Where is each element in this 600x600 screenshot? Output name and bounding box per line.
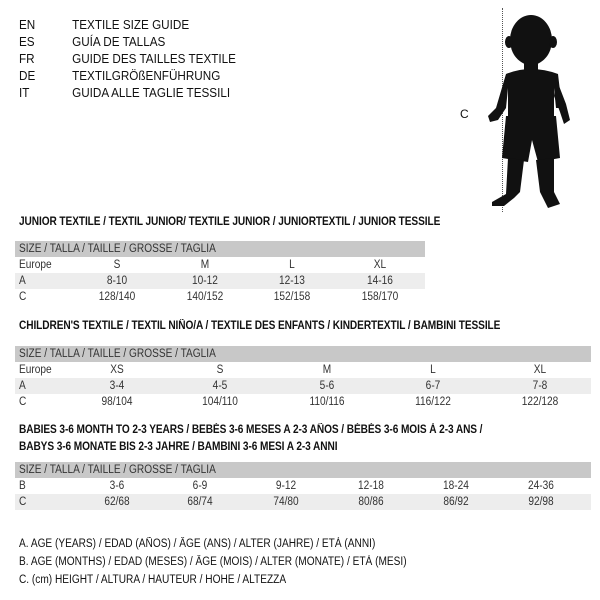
table-row: Europe XS S M L XL	[15, 362, 591, 378]
table-cell: 92/98	[528, 496, 554, 508]
height-label: C	[460, 107, 469, 121]
language-title: TEXTILGRÖßENFÜHRUNG	[72, 68, 221, 83]
table-header: SIZE / TALLA / TAILLE / GRÖSSE / TAGLIA	[15, 462, 591, 478]
table-cell: 10-12	[192, 275, 218, 287]
table-cell: 86/92	[443, 496, 469, 508]
table-cell: 9-12	[275, 480, 297, 492]
table-cell: 80/86	[358, 496, 384, 508]
table-cell: 8-10	[106, 275, 128, 287]
table-cell: 12-18	[358, 480, 384, 492]
row-label: C	[19, 291, 27, 303]
language-code: FR	[19, 51, 35, 66]
table-row: Europe S M L XL	[15, 257, 425, 273]
table-cell: 128/140	[98, 291, 136, 303]
language-row-de: DE TEXTILGRÖßENFÜHRUNG	[19, 67, 220, 84]
section-title-children: CHILDREN'S TEXTILE / TEXTIL NIÑO/A / TEX…	[19, 320, 501, 332]
language-row-fr: FR GUIDE DES TAILLES TEXTILE	[19, 50, 236, 67]
section-title-babies-line2: BABYS 3-6 MONATE BIS 2-3 JAHRE / BAMBINI…	[19, 441, 338, 453]
table-cell: XL	[533, 364, 547, 376]
table-cell: XS	[110, 364, 124, 376]
row-label: Europe	[19, 259, 52, 271]
child-silhouette-icon	[488, 15, 570, 208]
table-row: C 62/68 68/74 74/80 80/86 86/92 92/98	[15, 494, 591, 510]
row-label: B	[19, 480, 26, 492]
table-row: B 3-6 6-9 9-12 12-18 18-24 24-36	[15, 478, 591, 494]
language-title: GUIDE DES TAILLES TEXTILE	[72, 51, 236, 66]
table-cell: 4-5	[212, 380, 228, 392]
legend-c: C. (cm) HEIGHT / ALTURA / HAUTEUR / HÖHE…	[19, 574, 287, 586]
table-cell: 158/170	[361, 291, 399, 303]
table-cell: 122/128	[521, 396, 559, 408]
table-cell: 68/74	[187, 496, 213, 508]
language-row-es: ES GUÍA DE TALLAS	[19, 33, 165, 50]
table-cell: S	[216, 364, 224, 376]
legend-b: B. AGE (MONTHS) / EDAD (MESES) / ÂGE (MO…	[19, 556, 407, 568]
table-cell: L	[430, 364, 436, 376]
table-cell: 74/80	[273, 496, 299, 508]
table-header-label: SIZE / TALLA / TAILLE / GRÖSSE / TAGLIA	[19, 348, 216, 360]
table-cell: 3-4	[109, 380, 125, 392]
table-header: SIZE / TALLA / TAILLE / GRÖSSE / TAGLIA	[15, 346, 591, 362]
table-cell: 6-7	[425, 380, 441, 392]
table-cell: 62/68	[104, 496, 130, 508]
row-label: C	[19, 396, 27, 408]
language-code: EN	[19, 17, 36, 32]
language-code: DE	[19, 68, 36, 83]
language-code: ES	[19, 34, 35, 49]
row-label: A	[19, 275, 26, 287]
table-cell: 6-9	[192, 480, 208, 492]
language-row-en: EN TEXTILE SIZE GUIDE	[19, 16, 189, 33]
table-header: SIZE / TALLA / TAILLE / GRÖSSE / TAGLIA	[15, 241, 425, 257]
table-cell: 110/116	[309, 396, 345, 408]
table-cell: 140/152	[186, 291, 224, 303]
table-cell: XL	[373, 259, 387, 271]
section-title-babies: BABIES 3-6 MONTH TO 2-3 YEARS / BEBÉS 3-…	[19, 424, 483, 436]
table-cell: 104/110	[202, 396, 238, 408]
section-title-junior: JUNIOR TEXTILE / TEXTIL JUNIOR/ TEXTILE …	[19, 216, 441, 228]
table-cell: L	[289, 259, 295, 271]
table-row: A 3-4 4-5 5-6 6-7 7-8	[15, 378, 591, 394]
size-table-children: SIZE / TALLA / TAILLE / GRÖSSE / TAGLIA E…	[15, 346, 591, 410]
table-cell: 18-24	[443, 480, 469, 492]
language-title: GUÍA DE TALLAS	[72, 34, 166, 49]
table-cell: 7-8	[532, 380, 548, 392]
language-row-it: IT GUIDA ALLE TAGLIE TESSILI	[19, 84, 230, 101]
table-row: A 8-10 10-12 12-13 14-16	[15, 273, 425, 289]
legend-a: A. AGE (YEARS) / EDAD (AÑOS) / ÂGE (ANS)…	[19, 538, 376, 550]
table-cell: 3-6	[109, 480, 125, 492]
row-label: A	[19, 380, 26, 392]
language-title: GUIDA ALLE TAGLIE TESSILI	[72, 85, 231, 100]
table-cell: 152/158	[273, 291, 311, 303]
table-cell: 5-6	[319, 380, 335, 392]
table-header-label: SIZE / TALLA / TAILLE / GRÖSSE / TAGLIA	[19, 243, 216, 255]
language-title: TEXTILE SIZE GUIDE	[72, 17, 190, 32]
row-label: Europe	[19, 364, 52, 376]
table-row: C 98/104 104/110 110/116 116/122 122/128	[15, 394, 591, 410]
table-cell: 98/104	[101, 396, 133, 408]
row-label: C	[19, 496, 27, 508]
table-cell: 14-16	[367, 275, 393, 287]
table-cell: 12-13	[279, 275, 305, 287]
table-cell: M	[200, 259, 210, 271]
table-row: C 128/140 140/152 152/158 158/170	[15, 289, 425, 305]
size-table-junior: SIZE / TALLA / TAILLE / GRÖSSE / TAGLIA E…	[15, 241, 425, 305]
table-cell: 116/122	[415, 396, 451, 408]
language-code: IT	[19, 85, 30, 100]
table-header-label: SIZE / TALLA / TAILLE / GRÖSSE / TAGLIA	[19, 464, 216, 476]
size-table-babies: SIZE / TALLA / TAILLE / GRÖSSE / TAGLIA B…	[15, 462, 591, 510]
table-cell: M	[322, 364, 332, 376]
table-cell: 24-36	[528, 480, 554, 492]
table-cell: S	[113, 259, 121, 271]
